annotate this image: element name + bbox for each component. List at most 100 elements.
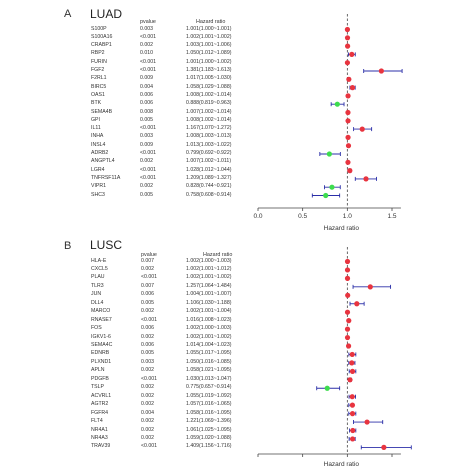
gene-label: RBP2 [91, 50, 105, 57]
hazard-ratio-point [344, 35, 351, 41]
pvalue-label: 0.006 [140, 100, 153, 107]
hazard-ratio-label: 1.016(1.008~1.023) [186, 316, 232, 323]
pvalue-label: 0.002 [141, 434, 154, 441]
hazard-ratio-label: 1.209(1.089~1.327) [186, 174, 232, 181]
gene-label: CRABP1 [91, 42, 112, 49]
pvalue-label: 0.004 [141, 409, 154, 416]
gene-label: LGR4 [91, 166, 105, 173]
hazard-ratio-point [334, 101, 340, 107]
hazard-ratio-label: 1.055(1.017~1.095) [186, 350, 232, 357]
hazard-ratio-label: 1.004(1.001~1.007) [186, 291, 232, 298]
hazard-ratio-label: 1.028(1.012~1.044) [186, 166, 232, 173]
pvalue-label: <0.001 [140, 150, 157, 156]
pvalue-label: 0.002 [140, 42, 153, 49]
pvalue-label: <0.001 [141, 443, 158, 450]
gene-label: EDNRB [91, 350, 110, 357]
hazard-ratio-point [349, 51, 355, 58]
gene-label: RNASE7 [91, 316, 112, 323]
hazard-ratio-label: 1.055(1.019~1.092) [186, 392, 232, 399]
hazard-ratio-label: 1.002(1.001~1.002) [186, 333, 232, 340]
panel-letter: B [64, 240, 72, 252]
gene-label: IGKV1-6 [91, 333, 111, 340]
gene-label: INHA [91, 133, 104, 140]
panel-title: LUAD [90, 7, 123, 21]
pvalue-label: 0.006 [141, 325, 154, 332]
gene-label: PLAU [91, 274, 105, 281]
hazard-ratio-label: 0.888(0.819~0.963) [186, 100, 232, 107]
pvalue-label: 0.002 [141, 367, 154, 374]
hazard-ratio-point [346, 76, 352, 82]
gene-label: SHC3 [91, 191, 105, 198]
pvalue-label: 0.002 [141, 265, 154, 272]
hazard-ratio-point [346, 318, 352, 324]
hazard-ratio-label: 1.058(1.029~1.088) [186, 83, 232, 90]
panel-letter: A [64, 8, 72, 20]
hazard-ratio-label: 1.002(1.000~1.003) [186, 325, 232, 332]
gene-label: FURIN [91, 58, 107, 65]
pvalue-label: 0.002 [141, 308, 154, 315]
hazard-ratio-label: 1.057(1.016~1.065) [186, 401, 232, 408]
pvalue-label: 0.002 [141, 401, 154, 408]
x-axis-label: Hazard ratio [324, 225, 360, 232]
gene-label: IL11 [91, 125, 101, 132]
hazard-ratio-point [363, 176, 369, 182]
hazard-ratio-label: 1.050(1.016~1.085) [186, 358, 232, 365]
hazard-ratio-point [345, 159, 351, 165]
pvalue-label: 0.007 [141, 282, 154, 289]
pvalue-label: <0.001 [140, 125, 157, 132]
hazard-ratio-label: 1.409(1.156~1.716) [186, 443, 232, 450]
pvalue-label: <0.001 [140, 166, 157, 173]
x-axis-label: Hazard ratio [324, 461, 360, 468]
hazard-ratio-point [349, 402, 356, 408]
hazard-ratio-point [344, 326, 351, 332]
hazard-ratio-point [345, 143, 352, 149]
pvalue-label: 0.006 [140, 91, 153, 98]
hazard-ratio-point [367, 284, 373, 290]
hazard-ratio-label: 1.008(1.003~1.013) [186, 133, 232, 140]
hazard-ratio-point [349, 394, 355, 400]
pvalue-label: 0.002 [140, 158, 153, 165]
hazard-ratio-label: 1.061(1.025~1.095) [186, 426, 232, 433]
hazard-ratio-label: 1.002(1.001~1.002) [186, 274, 232, 281]
hazard-ratio-point [350, 427, 356, 434]
hazard-ratio-point [381, 444, 387, 450]
hazard-ratio-label: 0.799(0.692~0.922) [186, 150, 232, 156]
hazard-ratio-label: 1.001(1.000~1.002) [186, 58, 232, 65]
hazard-ratio-label: 1.167(1.070~1.272) [186, 125, 232, 132]
hazard-ratio-point [329, 184, 335, 190]
x-tick-label: 0.0 [253, 213, 262, 220]
gene-label: VIPR1 [91, 183, 106, 190]
pvalue-label: 0.003 [140, 133, 153, 140]
hazard-ratio-point [349, 368, 356, 374]
gene-label: OAS1 [91, 91, 105, 98]
hazard-ratio-point [344, 267, 351, 273]
hazard-ratio-label: 1.008(1.002~1.014) [186, 116, 232, 123]
hazard-ratio-point [354, 301, 360, 307]
gene-label: JUN [91, 291, 102, 298]
gene-label: S100P [91, 25, 107, 32]
hazard-ratio-label: 1.002(1.000~1.003) [186, 257, 232, 264]
hazard-ratio-label: 1.106(1.030~1.188) [186, 299, 232, 306]
pvalue-label: <0.001 [140, 58, 157, 65]
hazard-ratio-point [345, 292, 351, 298]
hazard-ratio-label: 0.758(0.608~0.914) [186, 191, 232, 198]
hazard-ratio-point [378, 68, 384, 74]
hazard-ratio-point [349, 85, 356, 91]
gene-label: PLXND1 [91, 358, 112, 365]
gene-label: PDGFB [91, 375, 109, 382]
gene-label: TLR3 [91, 282, 104, 289]
gene-label: SEMA4C [91, 342, 113, 348]
hazard-ratio-point [345, 43, 351, 49]
gene-label: FGF2 [91, 67, 105, 73]
hazard-ratio-label: 0.828(0.744~0.921) [186, 183, 232, 190]
hazard-ratio-point [347, 168, 353, 174]
hazard-ratio-point [349, 351, 355, 358]
pvalue-label: 0.010 [140, 50, 153, 57]
hazard-ratio-point [345, 93, 351, 99]
gene-label: CXCL5 [91, 265, 108, 272]
hazard-ratio-point [344, 26, 351, 33]
hazard-ratio-label: 1.221(1.069~1.396) [186, 418, 232, 425]
hazard-ratio-label: 1.008(1.002~1.014) [186, 91, 232, 98]
pvalue-label: 0.005 [141, 350, 154, 357]
